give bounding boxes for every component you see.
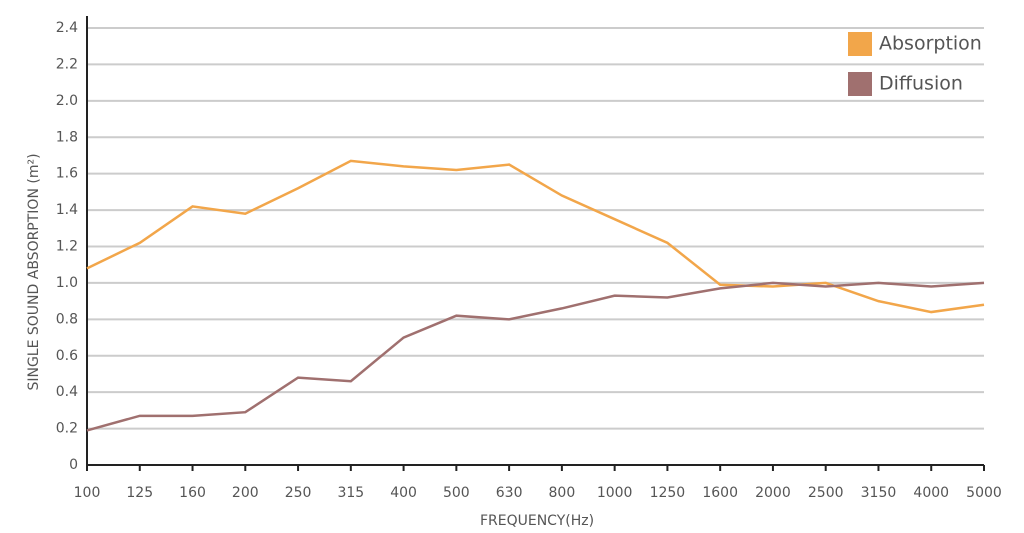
x-tick-label: 250 (285, 485, 312, 501)
y-tick-label: 2.4 (56, 20, 78, 36)
x-axis-label: FREQUENCY(Hz) (480, 513, 594, 529)
data-line (86, 281, 985, 432)
x-tick-label: 5000 (966, 485, 1002, 501)
y-tick-label: 1.2 (56, 239, 78, 255)
x-tick-label: 160 (179, 485, 206, 501)
y-tick-label: 1.8 (56, 129, 78, 145)
y-tick-label: 1.0 (56, 275, 78, 291)
x-tick-label: 3150 (861, 485, 897, 501)
legend-label: Diffusion (879, 73, 963, 95)
y-axis-label: SINGLE SOUND ABSORPTION (m²) (26, 153, 42, 390)
x-tick-label: 100 (74, 485, 101, 501)
data-line (86, 159, 985, 314)
x-tick-label: 500 (443, 485, 470, 501)
x-tick-label: 1250 (650, 485, 686, 501)
x-tick-label: 1000 (597, 485, 633, 501)
x-tick-label: 125 (126, 485, 153, 501)
y-tick-label: 0.6 (56, 348, 78, 364)
x-tick-label: 2500 (808, 485, 844, 501)
y-tick-label: 1.6 (56, 166, 78, 182)
y-tick-label: 0.8 (56, 311, 78, 327)
x-tick-label: 200 (232, 485, 259, 501)
legend-label: Absorption (879, 33, 982, 55)
y-tick-label: 0 (69, 457, 78, 473)
y-tick-label: 2.0 (56, 93, 78, 109)
x-tick-label: 1600 (702, 485, 738, 501)
x-tick-label: 2000 (755, 485, 791, 501)
legend-swatch (848, 32, 872, 56)
x-tick-label: 4000 (913, 485, 949, 501)
y-tick-label: 2.2 (56, 56, 78, 72)
y-tick-label: 0.4 (56, 384, 78, 400)
legend-swatch (848, 72, 872, 96)
x-tick-label: 400 (390, 485, 417, 501)
x-tick-label: 800 (549, 485, 576, 501)
x-tick-label: 315 (337, 485, 364, 501)
x-tick-label: 630 (496, 485, 523, 501)
y-tick-label: 1.4 (56, 202, 78, 218)
y-tick-label: 0.2 (56, 421, 78, 437)
